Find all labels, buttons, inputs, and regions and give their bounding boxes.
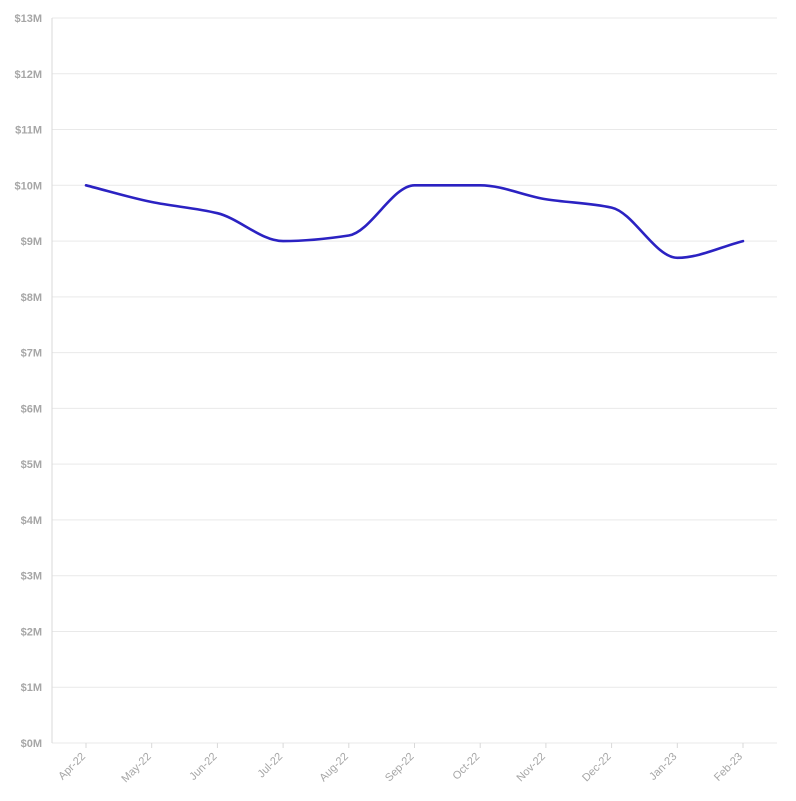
x-tick-label: Sep-22	[383, 751, 417, 785]
y-tick-label: $10M	[14, 180, 42, 192]
x-tick-label: Nov-22	[514, 751, 548, 785]
y-tick-label: $0M	[21, 738, 42, 750]
y-tick-label: $4M	[21, 515, 42, 527]
x-tick-label: Dec-22	[580, 751, 614, 785]
x-axis: Apr-22 May-22 Jun-22 Jul-22 Aug-22 Sep-22 Oct-…	[56, 743, 745, 785]
x-tick-label: Jun-22	[187, 751, 219, 783]
x-tick-label: Feb-23	[712, 751, 745, 784]
series-line	[84, 184, 745, 260]
y-tick-label: $1M	[21, 682, 42, 694]
x-tick-label: Jul-22	[256, 751, 286, 781]
x-tick-label: May-22	[119, 751, 153, 785]
y-tick-label: $3M	[21, 571, 42, 583]
x-tick-label: Aug-22	[317, 751, 351, 785]
y-tick-label: $11M	[15, 125, 42, 137]
y-tick-label: $8M	[21, 292, 42, 304]
y-tick-label: $2M	[21, 626, 42, 638]
y-tick-label: $6M	[21, 403, 42, 415]
y-tick-label: $12M	[14, 69, 42, 81]
y-tick-label: $5M	[21, 459, 42, 471]
gridlines	[52, 17, 777, 744]
y-tick-label: $13M	[14, 13, 42, 25]
y-tick-label: $9M	[21, 236, 42, 248]
y-axis: $0M $1M $2M $3M $4M $5M $6M $7M $8M $9M $10M $11M $1…	[14, 13, 53, 750]
y-tick-label: $7M	[21, 348, 42, 360]
series	[84, 184, 745, 260]
x-tick-label: Apr-22	[56, 751, 88, 783]
x-tick-label: Oct-22	[450, 751, 482, 783]
x-tick-label: Jan-23	[647, 751, 679, 783]
